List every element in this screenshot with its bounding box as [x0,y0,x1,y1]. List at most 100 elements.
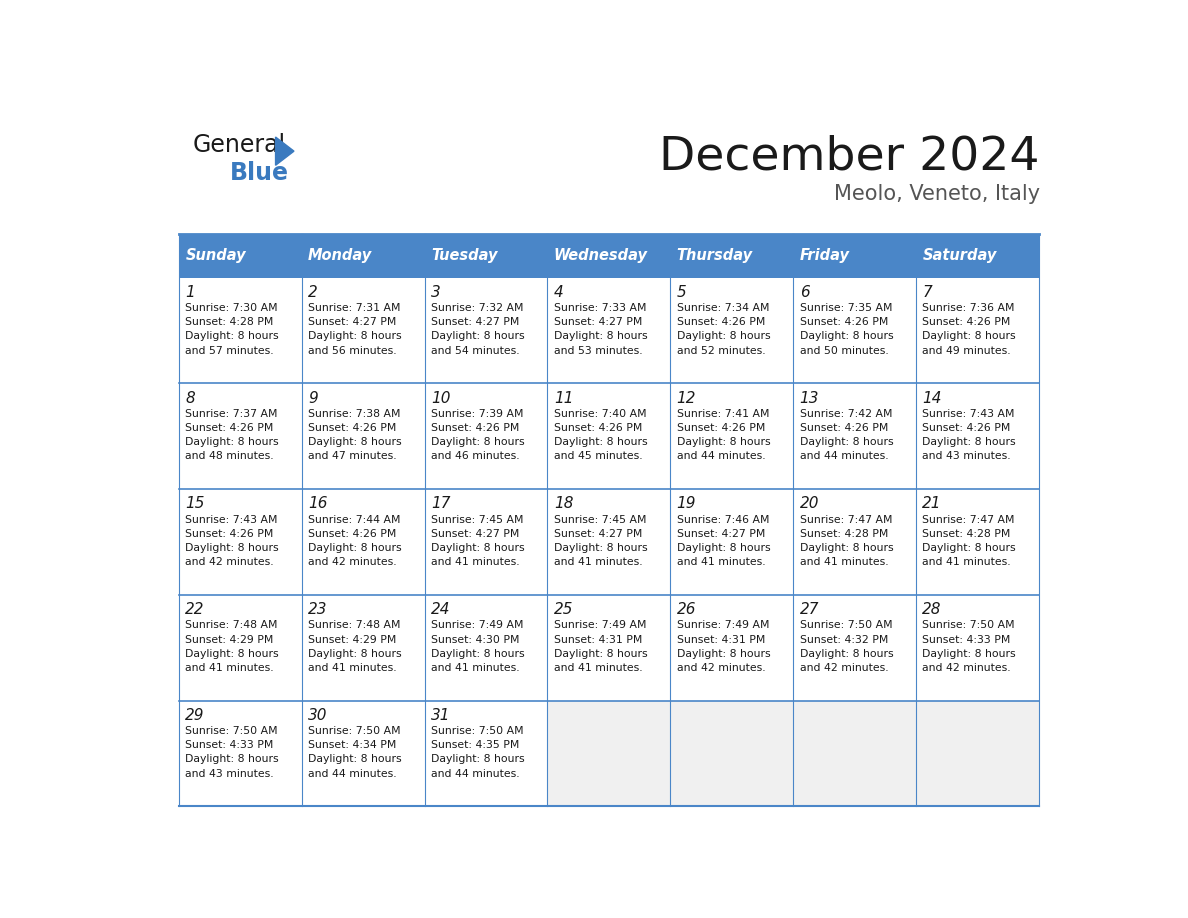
Text: Sunrise: 7:34 AM: Sunrise: 7:34 AM [677,303,769,313]
Bar [424,234,548,277]
Text: and 47 minutes.: and 47 minutes. [308,452,397,461]
Text: Sunset: 4:26 PM: Sunset: 4:26 PM [677,318,765,328]
Text: Sunrise: 7:49 AM: Sunrise: 7:49 AM [677,621,769,631]
Text: Sunset: 4:32 PM: Sunset: 4:32 PM [800,634,887,644]
Text: 12: 12 [677,390,696,406]
Text: Daylight: 8 hours: Daylight: 8 hours [677,437,770,447]
Text: 7: 7 [922,285,933,300]
Bar [424,700,548,806]
Text: and 53 minutes.: and 53 minutes. [554,345,643,355]
Text: Sunrise: 7:50 AM: Sunrise: 7:50 AM [308,726,400,736]
Text: Sunset: 4:27 PM: Sunset: 4:27 PM [554,529,643,539]
Text: and 44 minutes.: and 44 minutes. [800,452,889,461]
Text: Sunset: 4:26 PM: Sunset: 4:26 PM [185,423,273,433]
Bar [424,489,548,595]
Text: Sunset: 4:31 PM: Sunset: 4:31 PM [677,634,765,644]
Text: General: General [192,133,286,157]
Text: Daylight: 8 hours: Daylight: 8 hours [431,543,525,553]
Text: 5: 5 [677,285,687,300]
Text: Sunrise: 7:50 AM: Sunrise: 7:50 AM [185,726,278,736]
Bar [302,277,424,384]
Text: and 41 minutes.: and 41 minutes. [554,663,643,673]
Text: and 41 minutes.: and 41 minutes. [800,557,889,567]
Bar [916,277,1038,384]
Text: and 43 minutes.: and 43 minutes. [922,452,1011,461]
Text: and 41 minutes.: and 41 minutes. [431,557,519,567]
Text: Meolo, Veneto, Italy: Meolo, Veneto, Italy [834,185,1040,205]
Text: Sunday: Sunday [185,248,246,263]
Text: and 49 minutes.: and 49 minutes. [922,345,1011,355]
Text: Sunrise: 7:47 AM: Sunrise: 7:47 AM [800,515,892,524]
Text: Sunrise: 7:32 AM: Sunrise: 7:32 AM [431,303,524,313]
Text: Daylight: 8 hours: Daylight: 8 hours [308,755,402,765]
Polygon shape [276,137,293,165]
Bar [179,384,302,489]
Text: Daylight: 8 hours: Daylight: 8 hours [308,331,402,341]
Text: Sunset: 4:26 PM: Sunset: 4:26 PM [800,423,887,433]
Bar [670,277,794,384]
Text: Sunrise: 7:43 AM: Sunrise: 7:43 AM [185,515,278,524]
Text: 10: 10 [431,390,450,406]
Text: Blue: Blue [229,161,289,185]
Text: Sunset: 4:26 PM: Sunset: 4:26 PM [677,423,765,433]
Text: Sunrise: 7:50 AM: Sunrise: 7:50 AM [431,726,524,736]
Text: Sunset: 4:30 PM: Sunset: 4:30 PM [431,634,519,644]
Bar [916,384,1038,489]
Text: and 44 minutes.: and 44 minutes. [431,768,519,778]
Text: 3: 3 [431,285,441,300]
Text: Daylight: 8 hours: Daylight: 8 hours [554,437,647,447]
Text: Friday: Friday [800,248,849,263]
Bar [179,234,302,277]
Bar [794,234,916,277]
Text: Sunset: 4:35 PM: Sunset: 4:35 PM [431,740,519,750]
Text: and 41 minutes.: and 41 minutes. [677,557,765,567]
Text: 4: 4 [554,285,563,300]
Text: 18: 18 [554,497,574,511]
Text: and 42 minutes.: and 42 minutes. [185,557,274,567]
Text: Daylight: 8 hours: Daylight: 8 hours [800,331,893,341]
Bar [548,234,670,277]
Text: Sunset: 4:29 PM: Sunset: 4:29 PM [308,634,397,644]
Text: Daylight: 8 hours: Daylight: 8 hours [431,437,525,447]
Text: and 44 minutes.: and 44 minutes. [677,452,765,461]
Bar [302,489,424,595]
Text: 29: 29 [185,708,204,722]
Text: 14: 14 [922,390,942,406]
Text: Sunrise: 7:39 AM: Sunrise: 7:39 AM [431,409,524,419]
Text: Daylight: 8 hours: Daylight: 8 hours [431,755,525,765]
Text: 15: 15 [185,497,204,511]
Text: Sunrise: 7:49 AM: Sunrise: 7:49 AM [554,621,646,631]
Text: and 50 minutes.: and 50 minutes. [800,345,889,355]
Text: 20: 20 [800,497,819,511]
Bar [179,489,302,595]
Text: Daylight: 8 hours: Daylight: 8 hours [185,437,279,447]
Bar [916,234,1038,277]
Bar [548,489,670,595]
Text: and 42 minutes.: and 42 minutes. [922,663,1011,673]
Text: Sunset: 4:29 PM: Sunset: 4:29 PM [185,634,273,644]
Text: Sunset: 4:26 PM: Sunset: 4:26 PM [922,423,1011,433]
Text: Sunrise: 7:46 AM: Sunrise: 7:46 AM [677,515,769,524]
Text: Sunrise: 7:37 AM: Sunrise: 7:37 AM [185,409,278,419]
Text: 31: 31 [431,708,450,722]
Bar [794,489,916,595]
Text: Sunset: 4:26 PM: Sunset: 4:26 PM [800,318,887,328]
Bar [302,700,424,806]
Text: and 41 minutes.: and 41 minutes. [922,557,1011,567]
Text: Daylight: 8 hours: Daylight: 8 hours [800,437,893,447]
Text: Daylight: 8 hours: Daylight: 8 hours [308,649,402,658]
Text: and 42 minutes.: and 42 minutes. [308,557,397,567]
Text: and 41 minutes.: and 41 minutes. [308,663,397,673]
Text: Daylight: 8 hours: Daylight: 8 hours [554,331,647,341]
Text: Sunrise: 7:44 AM: Sunrise: 7:44 AM [308,515,400,524]
Text: Daylight: 8 hours: Daylight: 8 hours [922,649,1016,658]
Text: and 54 minutes.: and 54 minutes. [431,345,519,355]
Text: Sunset: 4:34 PM: Sunset: 4:34 PM [308,740,397,750]
Bar [179,595,302,700]
Text: Sunset: 4:31 PM: Sunset: 4:31 PM [554,634,643,644]
Text: Daylight: 8 hours: Daylight: 8 hours [677,543,770,553]
Bar [916,595,1038,700]
Text: 19: 19 [677,497,696,511]
Text: Sunrise: 7:41 AM: Sunrise: 7:41 AM [677,409,769,419]
Bar [548,595,670,700]
